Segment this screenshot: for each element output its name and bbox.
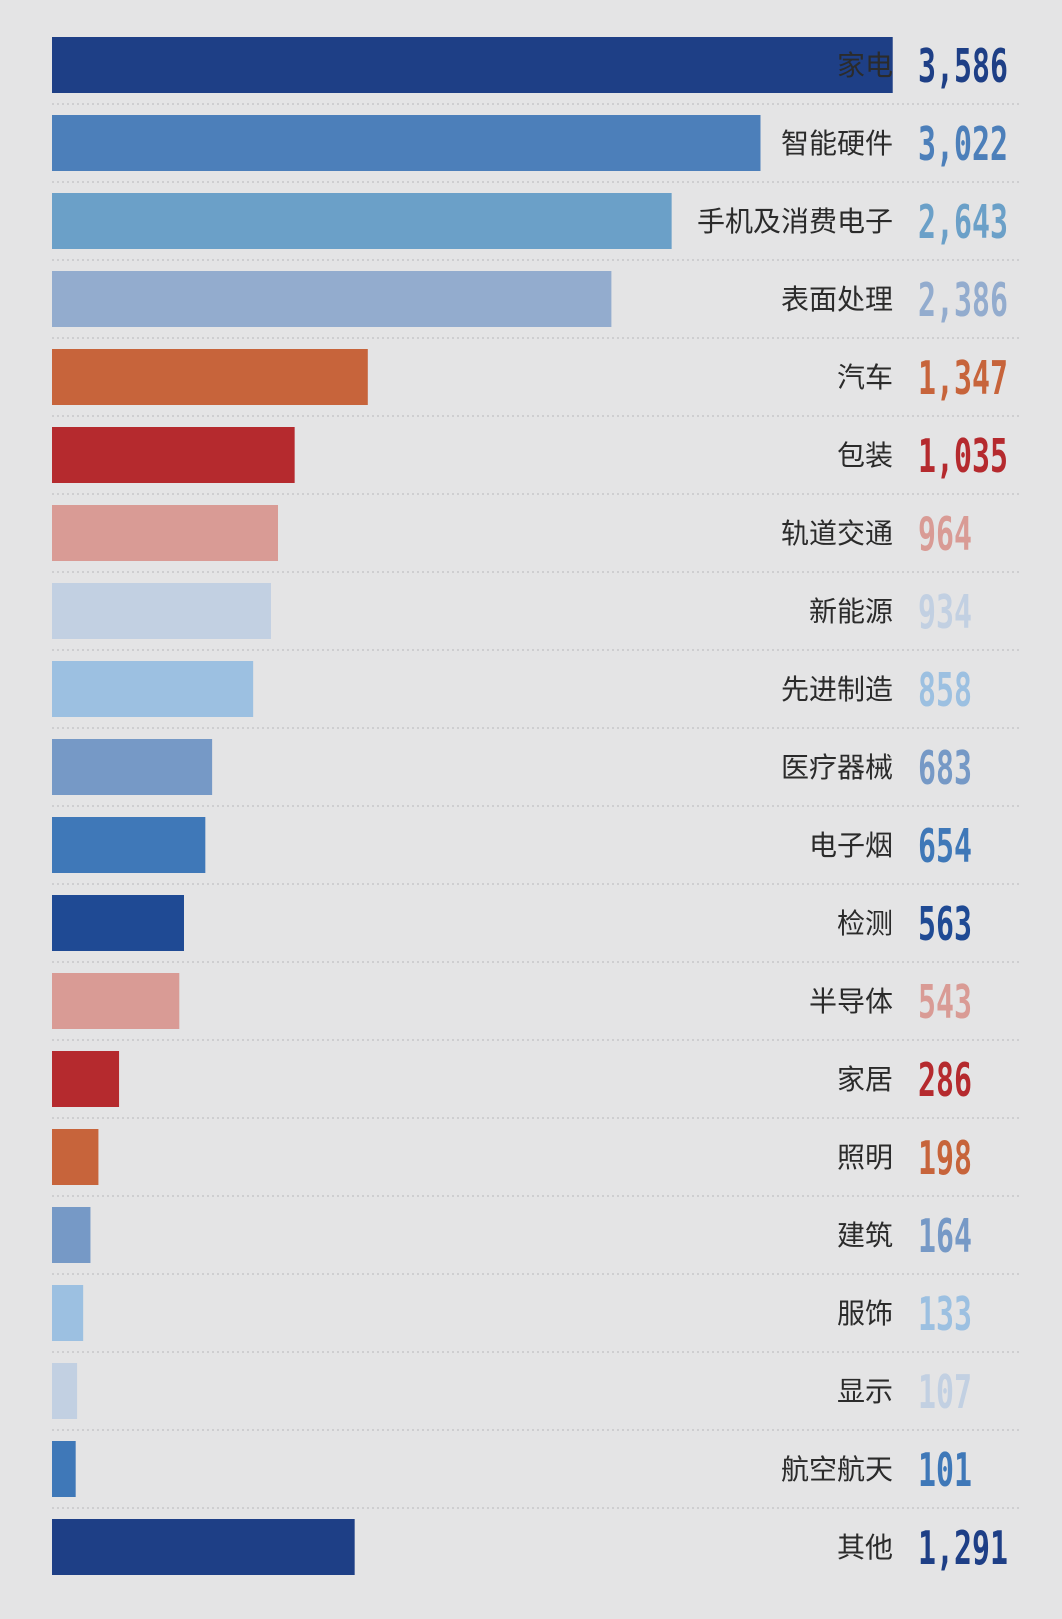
bar-15 — [52, 1207, 91, 1263]
category-label: 半导体 — [809, 985, 893, 1018]
value-label: 934 — [918, 585, 972, 639]
value-label: 2,643 — [918, 195, 1008, 249]
category-label: 检测 — [837, 907, 893, 940]
value-label: 964 — [918, 507, 972, 561]
category-label: 其他 — [837, 1531, 893, 1564]
bar-4 — [52, 349, 368, 405]
value-label: 286 — [918, 1053, 972, 1107]
category-label: 服饰 — [837, 1297, 893, 1330]
bar-7 — [52, 583, 271, 639]
value-label: 1,035 — [918, 429, 1008, 483]
value-label: 3,586 — [918, 39, 1008, 93]
category-label: 轨道交通 — [781, 517, 893, 550]
bar-11 — [52, 895, 184, 951]
value-label: 198 — [918, 1131, 972, 1185]
value-label: 101 — [918, 1443, 972, 1497]
bar-6 — [52, 505, 279, 561]
category-label: 表面处理 — [781, 283, 893, 316]
bar-12 — [52, 973, 180, 1029]
category-label: 建筑 — [837, 1219, 893, 1252]
bar-17 — [52, 1363, 78, 1419]
bar-0 — [52, 37, 893, 93]
category-label: 新能源 — [809, 595, 893, 628]
category-label: 手机及消费电子 — [697, 205, 893, 238]
bar-8 — [52, 661, 254, 717]
value-label: 1,347 — [918, 351, 1008, 405]
bar-10 — [52, 817, 206, 873]
category-label: 智能硬件 — [781, 127, 893, 160]
category-label: 电子烟 — [809, 829, 893, 862]
category-label: 家居 — [837, 1063, 893, 1096]
bar-16 — [52, 1285, 84, 1341]
value-label: 164 — [918, 1209, 972, 1263]
bar-2 — [52, 193, 672, 249]
value-label: 563 — [918, 897, 972, 951]
value-label: 2,386 — [918, 273, 1008, 327]
value-label: 543 — [918, 975, 972, 1029]
bar-19 — [52, 1519, 355, 1575]
category-label: 家电 — [837, 49, 893, 82]
value-label: 683 — [918, 741, 972, 795]
value-label: 1,291 — [918, 1521, 1008, 1575]
bar-9 — [52, 739, 213, 795]
value-label: 654 — [918, 819, 972, 873]
bar-14 — [52, 1129, 99, 1185]
bar-5 — [52, 427, 295, 483]
bar-18 — [52, 1441, 76, 1497]
category-label: 汽车 — [837, 361, 893, 394]
value-label: 3,022 — [918, 117, 1008, 171]
category-label: 医疗器械 — [781, 751, 893, 784]
value-label: 133 — [918, 1287, 972, 1341]
bar-1 — [52, 115, 761, 171]
value-label: 858 — [918, 663, 972, 717]
category-label: 航空航天 — [781, 1453, 893, 1486]
category-label: 显示 — [837, 1375, 893, 1408]
category-label: 照明 — [837, 1141, 893, 1174]
bar-13 — [52, 1051, 120, 1107]
value-label: 107 — [918, 1365, 972, 1419]
category-label: 先进制造 — [781, 673, 893, 706]
category-label: 包装 — [837, 439, 893, 472]
bar-3 — [52, 271, 612, 327]
